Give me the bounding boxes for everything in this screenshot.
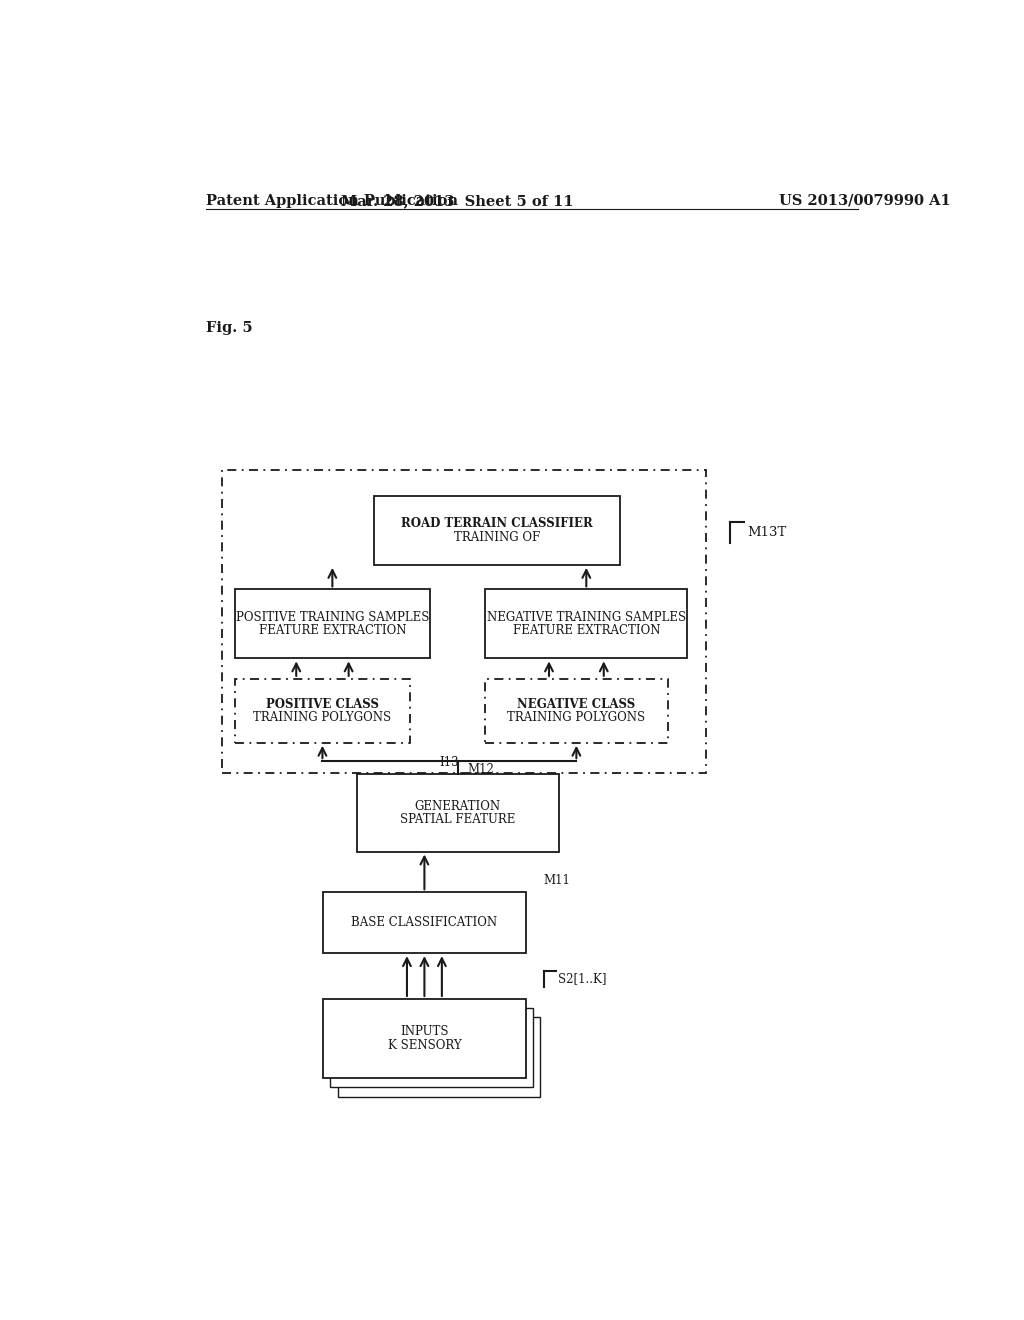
Text: NEGATIVE TRAINING SAMPLES: NEGATIVE TRAINING SAMPLES [486, 611, 686, 624]
Text: Fig. 5: Fig. 5 [206, 321, 252, 335]
Text: FEATURE EXTRACTION: FEATURE EXTRACTION [513, 624, 660, 638]
Text: M11: M11 [544, 874, 570, 887]
Text: M12: M12 [468, 763, 495, 776]
Text: Mar. 28, 2013  Sheet 5 of 11: Mar. 28, 2013 Sheet 5 of 11 [341, 194, 573, 209]
Bar [338, 1018, 540, 1097]
Text: TRAINING OF: TRAINING OF [454, 531, 540, 544]
Text: TRAINING POLYGONS: TRAINING POLYGONS [507, 711, 645, 723]
Bar [324, 892, 525, 953]
Text: INPUTS: INPUTS [400, 1026, 449, 1039]
Text: US 2013/0079990 A1: US 2013/0079990 A1 [778, 194, 950, 209]
Text: GENERATION: GENERATION [415, 800, 501, 813]
Text: FEATURE EXTRACTION: FEATURE EXTRACTION [259, 624, 407, 638]
Bar [356, 775, 559, 851]
Bar [324, 999, 525, 1078]
Bar [331, 1008, 532, 1088]
Text: SPATIAL FEATURE: SPATIAL FEATURE [400, 813, 515, 826]
Text: NEGATIVE CLASS: NEGATIVE CLASS [517, 698, 636, 710]
Text: Patent Application Publication: Patent Application Publication [206, 194, 458, 209]
Bar [221, 470, 706, 774]
Bar [236, 678, 410, 743]
Bar [374, 496, 620, 565]
Text: TRAINING POLYGONS: TRAINING POLYGONS [253, 711, 391, 723]
Bar [236, 589, 430, 659]
Text: M13T: M13T [748, 525, 786, 539]
Bar [485, 589, 687, 659]
Text: POSITIVE CLASS: POSITIVE CLASS [266, 698, 379, 710]
Text: BASE CLASSIFICATION: BASE CLASSIFICATION [351, 916, 498, 929]
Text: ROAD TERRAIN CLASSIFIER: ROAD TERRAIN CLASSIFIER [401, 517, 593, 531]
Text: K SENSORY: K SENSORY [387, 1039, 461, 1052]
Text: S2[1..K]: S2[1..K] [558, 972, 606, 985]
Text: POSITIVE TRAINING SAMPLES: POSITIVE TRAINING SAMPLES [236, 611, 429, 624]
Bar [485, 678, 668, 743]
Text: I13: I13 [439, 755, 459, 768]
